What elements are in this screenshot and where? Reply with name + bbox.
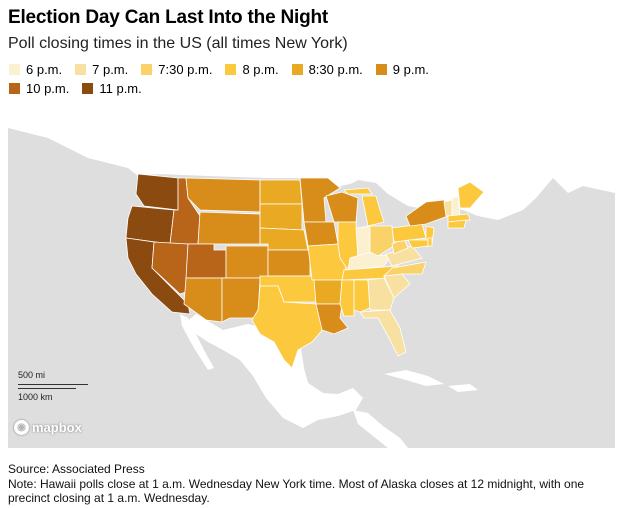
legend-swatch	[225, 64, 237, 75]
state-ks	[267, 249, 311, 277]
state-al	[353, 279, 371, 313]
state-ga	[367, 277, 395, 311]
legend-item-10pm: 10 p.m.	[9, 80, 69, 97]
state-mi	[343, 187, 385, 227]
source-text: Source: Associated Press	[8, 462, 145, 476]
scale-miles-label: 500 mi	[18, 370, 46, 380]
state-tx	[251, 285, 325, 369]
legend-label: 8:30 p.m.	[308, 62, 363, 77]
state-me	[457, 181, 485, 209]
state-wa	[135, 173, 179, 211]
scale-bar-miles	[18, 384, 88, 385]
state-fl	[359, 309, 407, 357]
state-sd	[259, 203, 303, 231]
state-md	[407, 239, 429, 249]
legend-swatch	[141, 64, 153, 75]
legend-swatch	[291, 64, 303, 75]
legend-item-830pm: 8:30 p.m.	[291, 61, 363, 78]
legend-swatch	[375, 64, 387, 75]
legend-swatch	[82, 83, 94, 94]
state-nv	[151, 241, 189, 295]
state-ct-ri	[447, 219, 467, 229]
us-map[interactable]: 500 mi 1000 km ◉ mapbox	[8, 98, 615, 448]
state-ar	[313, 279, 343, 305]
scale-bar-km	[18, 388, 76, 389]
legend-item-7pm: 7 p.m.	[75, 61, 128, 78]
legend-label: 9 p.m.	[392, 62, 429, 77]
state-ia	[303, 221, 339, 247]
central-america-land	[353, 410, 408, 448]
state-or	[125, 205, 175, 245]
mapbox-label: mapbox	[32, 420, 82, 435]
state-wi	[325, 191, 359, 223]
lake-huron	[374, 196, 392, 214]
state-az	[183, 277, 223, 323]
cuba-land	[384, 370, 444, 386]
legend-label: 10 p.m.	[26, 81, 70, 96]
mapbox-logo[interactable]: ◉ mapbox	[14, 420, 82, 435]
legend-item-9pm: 9 p.m.	[375, 61, 429, 78]
state-de	[427, 237, 433, 247]
legend-label: 7:30 p.m.	[158, 62, 213, 77]
chart-title: Election Day Can Last Into the Night	[8, 7, 329, 28]
legend-label: 7 p.m.	[92, 62, 129, 77]
baja-land	[180, 314, 214, 370]
legend-item-8pm: 8 p.m.	[225, 61, 279, 78]
hispaniola-land	[448, 384, 478, 392]
mexico-land	[184, 314, 363, 428]
legend-item-11pm: 11 p.m.	[82, 80, 142, 97]
legend-swatch	[9, 64, 20, 75]
state-mt	[185, 177, 261, 213]
state-oh	[369, 225, 395, 257]
state-ut	[185, 243, 227, 279]
legend: 6 p.m. 7 p.m. 7:30 p.m. 8 p.m. 8:30 p.m.…	[9, 61, 479, 97]
legend-label: 6 p.m.	[26, 62, 63, 77]
note-text: Note: Hawaii polls close at 1 a.m. Wedne…	[8, 477, 585, 505]
scale-km-label: 1000 km	[18, 392, 53, 402]
legend-label: 11 p.m.	[99, 81, 142, 96]
legend-item-6pm: 6 p.m.	[9, 61, 62, 78]
legend-swatch	[9, 83, 20, 94]
state-ms	[339, 279, 355, 317]
state-co	[225, 245, 269, 279]
legend-item-730pm: 7:30 p.m.	[141, 61, 212, 78]
state-nc	[382, 261, 427, 277]
legend-label: 8 p.m.	[242, 62, 279, 77]
canada-east-land	[528, 113, 615, 158]
chart-subtitle: Poll closing times in the US (all times …	[8, 35, 348, 52]
mapbox-icon: ◉	[14, 420, 29, 435]
map-canvas	[8, 98, 615, 448]
state-nd	[259, 179, 303, 205]
state-wy	[197, 211, 261, 245]
legend-swatch	[75, 64, 87, 75]
state-nm	[221, 277, 261, 323]
